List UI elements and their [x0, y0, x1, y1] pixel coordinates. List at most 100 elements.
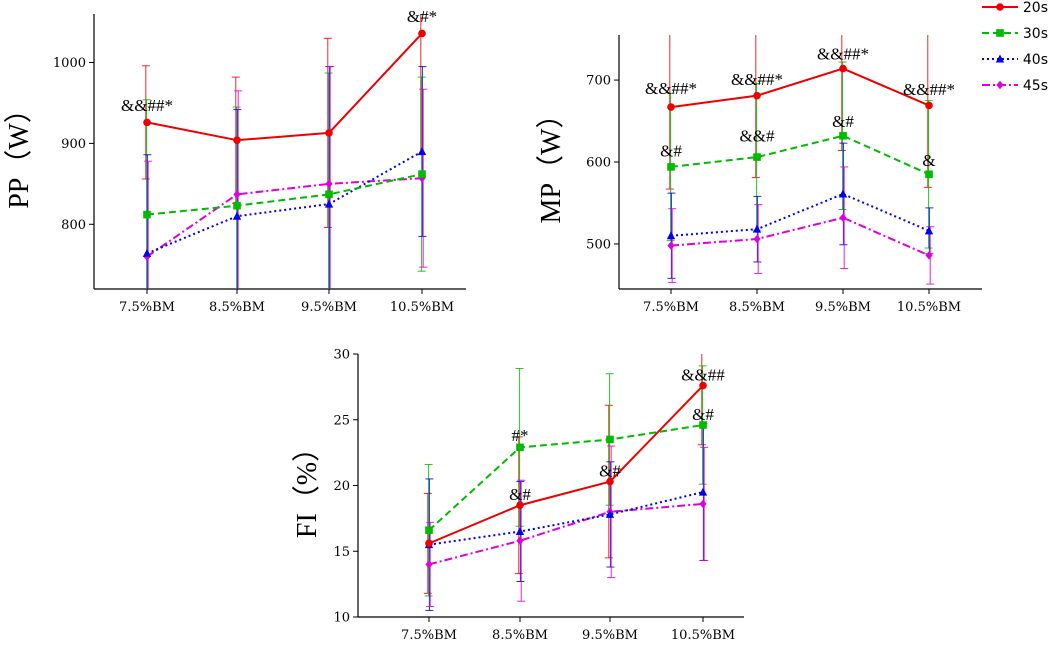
- legend-item-40s: 40s: [982, 52, 1048, 68]
- pp-x-tick-label: 10.5%BM: [390, 300, 454, 315]
- mp-series-line-45s: [670, 216, 930, 257]
- mp-point-30s: [753, 153, 761, 161]
- pp-point-30s: [233, 201, 241, 210]
- legend-label: 40s: [1023, 52, 1048, 68]
- mp-significance-label: &&##*: [645, 79, 697, 98]
- fi-point-45s: [699, 499, 707, 509]
- pp-x-tick-label: 8.5%BM: [209, 300, 265, 315]
- legend-marker: [996, 29, 1004, 37]
- legend: 20s 30s 40s 45s: [982, 0, 1048, 94]
- fi-point-45s: [516, 536, 524, 545]
- fi-significance-label: #*: [512, 426, 529, 445]
- mp-series-line-40s: [670, 192, 930, 237]
- pp-point-20s: [418, 29, 426, 38]
- mp-chart: 500 600 700 7.5%BM 8.5%BM 9.5%BM 10.5%BM MP（W） &…: [535, 35, 982, 315]
- mp-point-40s: [666, 231, 676, 240]
- legend-label: 45s: [1023, 78, 1048, 94]
- legend-item-30s: 30s: [982, 26, 1048, 42]
- mp-series-line-20s: [670, 67, 930, 109]
- mp-point-45s: [925, 251, 933, 260]
- pp-point-30s: [325, 190, 333, 199]
- mp-point-20s: [667, 103, 675, 111]
- pp-point-40s: [142, 248, 152, 257]
- fi-point-20s: [699, 381, 707, 390]
- mp-point-40s: [924, 226, 934, 235]
- mp-significance-label: &&##*: [817, 45, 869, 64]
- fi-point-20s: [425, 539, 433, 548]
- fi-chart: 10 15 20 25 30 7.5%BM 8.5%BM 9.5%BM 10.5%BM FI（%）…: [291, 348, 744, 643]
- mp-significance-label: &#: [660, 141, 682, 160]
- fi-x-tick-label: 7.5%BM: [401, 628, 457, 643]
- mp-point-45s: [753, 234, 761, 244]
- pp-point-45s: [233, 190, 241, 199]
- mp-significance-label: &&##*: [731, 70, 783, 89]
- fi-y-tick-label: 30: [333, 348, 350, 363]
- fi-point-40s: [698, 487, 708, 496]
- pp-point-30s: [418, 170, 426, 178]
- fi-y-tick-label: 20: [333, 479, 350, 494]
- mp-x-tick-label: 10.5%BM: [897, 300, 961, 315]
- pp-series-line-20s: [146, 32, 423, 142]
- fi-y-tick-label: 15: [333, 545, 350, 560]
- fi-point-30s: [516, 443, 524, 452]
- mp-y-axis-title: MP（W）: [535, 101, 567, 224]
- pp-point-40s: [324, 199, 334, 208]
- pp-point-40s: [232, 211, 242, 220]
- fi-point-30s: [425, 526, 433, 535]
- pp-series-line-40s: [146, 150, 423, 255]
- mp-point-20s: [839, 64, 847, 73]
- fi-significance-label: &&##: [681, 365, 725, 384]
- pp-series-line-45s: [146, 177, 423, 258]
- fi-significance-label: &#: [509, 485, 531, 504]
- fi-significance-label: &#: [692, 405, 714, 424]
- fi-point-40s: [605, 509, 615, 518]
- mp-point-30s: [839, 131, 847, 140]
- mp-point-30s: [667, 163, 675, 171]
- fi-x-tick-label: 8.5%BM: [492, 628, 548, 643]
- fi-series-line-40s: [428, 491, 704, 546]
- mp-x-tick-label: 8.5%BM: [729, 300, 785, 315]
- pp-x-tick-label: 9.5%BM: [301, 300, 357, 315]
- mp-significance-label: &&##*: [903, 80, 955, 99]
- pp-y-axis-title: PP（W）: [3, 95, 35, 209]
- mp-series-line-30s: [670, 134, 930, 176]
- pp-y-tick-label: 1000: [53, 56, 86, 71]
- legend-label: 30s: [1023, 26, 1048, 42]
- mp-point-45s: [667, 241, 675, 250]
- fi-point-30s: [699, 421, 707, 429]
- legend-item-45s: 45s: [982, 78, 1048, 94]
- pp-point-20s: [325, 129, 333, 137]
- mp-error-bars: [665, 35, 935, 285]
- mp-y-tick-label: 500: [586, 237, 611, 252]
- mp-point-20s: [925, 101, 933, 110]
- fi-y-tick-label: 10: [333, 611, 350, 626]
- legend-label: 20s: [1023, 0, 1048, 16]
- fi-significance-label: &#: [599, 461, 621, 480]
- fi-point-20s: [516, 501, 524, 510]
- mp-point-40s: [838, 189, 848, 198]
- fi-series-line-45s: [428, 502, 704, 566]
- fi-x-tick-label: 10.5%BM: [671, 628, 735, 643]
- legend-marker: [996, 3, 1004, 11]
- mp-y-tick-label: 600: [586, 156, 611, 171]
- legend-item-20s: 20s: [982, 0, 1048, 16]
- fi-x-tick-label: 9.5%BM: [582, 628, 638, 643]
- mp-point-30s: [925, 170, 933, 179]
- pp-series-line-30s: [146, 173, 423, 216]
- pp-point-40s: [417, 147, 427, 155]
- pp-significance-label: &&##*: [121, 96, 173, 115]
- mp-point-45s: [839, 213, 847, 222]
- fi-point-45s: [425, 560, 433, 569]
- legend-marker: [995, 54, 1005, 63]
- fi-error-bars: [423, 354, 709, 611]
- mp-x-tick-label: 7.5%BM: [643, 300, 699, 315]
- mp-significance-label: &: [922, 151, 935, 170]
- pp-y-tick-label: 900: [61, 137, 86, 152]
- pp-error-bars: [141, 14, 428, 289]
- pp-point-45s: [325, 179, 333, 189]
- mp-significance-label: &#: [832, 112, 854, 131]
- pp-significance-label: &#*: [407, 7, 437, 26]
- pp-y-tick-label: 800: [61, 218, 86, 233]
- fi-point-30s: [606, 435, 614, 444]
